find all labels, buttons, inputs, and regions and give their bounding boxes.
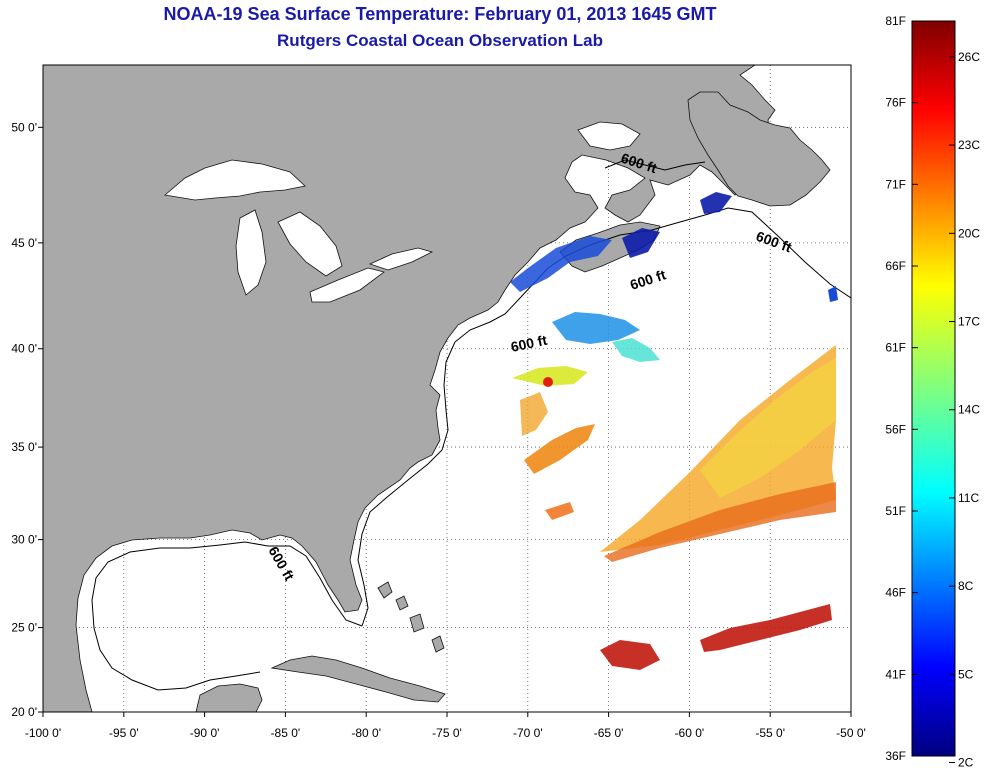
colorbar-celsius-labels: 26C 23C 20C 17C 14C 11C 8C 5C 2C (949, 50, 980, 770)
latitude-axis: 50 0' 45 0' 40 0' 35 0' 30 0' 25 0' 20 0' (11, 120, 43, 719)
latitude-tick-label: 45 0' (11, 236, 37, 250)
sst-patch-east-edge (828, 286, 838, 302)
sst-swath-yellow-band (700, 358, 836, 498)
colorbar-celsius-label: 20C (958, 226, 980, 240)
sst-patch-caribbean-west (600, 640, 660, 670)
sst-patch-offshore-2 (545, 502, 574, 520)
land-newfoundland (687, 91, 831, 207)
colorbar-fahrenheit-label: 66F (885, 259, 906, 273)
longitude-tick-label: -55 0' (755, 726, 785, 740)
sst-patch-newfoundland (700, 192, 732, 214)
sst-patch-georges-bank (552, 312, 640, 344)
land-north-america (43, 65, 779, 712)
sst-patch-nova-scotia-shelf (622, 228, 660, 258)
colorbar-fahrenheit-label: 41F (885, 667, 906, 681)
colorbar-fahrenheit-labels: 81F 76F 71F 66F 61F 56F 51F 46F 41F 36F (885, 14, 918, 763)
colorbar-fahrenheit-label: 36F (885, 749, 906, 763)
sst-swath-sargasso-warm (604, 482, 836, 562)
colorbar-fahrenheit-label: 81F (885, 14, 906, 28)
land-cuba (270, 655, 446, 703)
sst-patch-gulf-stream-north (512, 366, 588, 386)
colorbar-fahrenheit-label: 46F (885, 586, 906, 600)
sst-patch-offshore-1 (520, 392, 548, 436)
latitude-tick-label: 35 0' (11, 440, 37, 454)
colorbar-fahrenheit-label: 51F (885, 504, 906, 518)
longitude-tick-label: -100 0' (25, 726, 61, 740)
sst-data-patches (510, 192, 838, 670)
colorbar-fahrenheit-label: 71F (885, 177, 906, 191)
sst-patch-gulf-stream-south (524, 424, 595, 474)
longitude-tick-label: -50 0' (836, 726, 866, 740)
longitude-tick-label: -85 0' (271, 726, 301, 740)
colorbar-fahrenheit-label: 56F (885, 422, 906, 436)
great-lakes (164, 159, 434, 303)
colorbar-celsius-label: 2C (958, 756, 974, 770)
sst-patch-caribbean-east (700, 604, 832, 652)
longitude-tick-label: -65 0' (594, 726, 624, 740)
latitude-tick-label: 20 0' (11, 705, 37, 719)
gulf-of-st-lawrence (577, 121, 641, 151)
colorbar-celsius-label: 5C (958, 667, 974, 681)
land-bahamas (377, 581, 445, 653)
longitude-tick-label: -80 0' (351, 726, 381, 740)
colorbar-celsius-label: 8C (958, 579, 974, 593)
colorbar-celsius-label: 11C (958, 491, 979, 505)
colorbar-fahrenheit-label: 76F (885, 96, 906, 110)
latitude-tick-label: 40 0' (11, 342, 37, 356)
longitude-tick-label: -75 0' (432, 726, 462, 740)
longitude-axis: -100 0' -95 0' -90 0' -85 0' -80 0' -75 0' -70… (25, 712, 866, 740)
colorbar-celsius-label: 23C (958, 138, 980, 152)
colorbar-celsius-label: 26C (958, 50, 980, 64)
longitude-tick-label: -95 0' (109, 726, 139, 740)
colorbar (911, 20, 956, 757)
latitude-tick-label: 50 0' (11, 120, 37, 134)
colorbar-celsius-label: 14C (958, 403, 980, 417)
chart-subtitle: Rutgers Coastal Ocean Observation Lab (277, 31, 603, 50)
isobath-600ft (91, 159, 851, 691)
longitude-tick-label: -90 0' (190, 726, 220, 740)
chart-title: NOAA-19 Sea Surface Temperature: Februar… (163, 4, 717, 24)
land-yucatan (195, 683, 263, 712)
longitude-tick-label: -70 0' (513, 726, 543, 740)
contour-label: 600 ft (509, 332, 548, 355)
latitude-tick-label: 30 0' (11, 533, 37, 547)
colorbar-fahrenheit-label: 61F (885, 341, 906, 355)
latitude-tick-label: 25 0' (11, 621, 37, 635)
longitude-tick-label: -60 0' (675, 726, 705, 740)
sst-patch-shelf-edge (612, 338, 660, 362)
sst-patch-gulf-of-maine (510, 236, 612, 292)
colorbar-celsius-label: 17C (958, 315, 980, 329)
